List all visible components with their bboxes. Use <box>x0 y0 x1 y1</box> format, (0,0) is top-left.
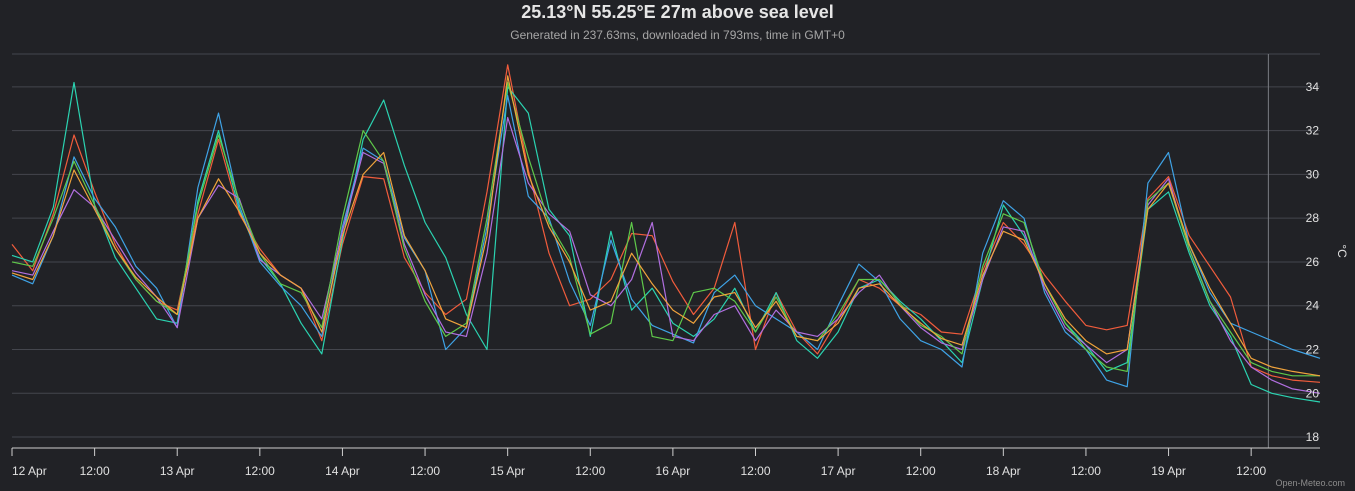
x-tick-label: 12:00 <box>1236 464 1266 478</box>
x-tick-label: 12 Apr <box>12 464 47 478</box>
y-tick-label: 28 <box>1306 211 1320 225</box>
x-tick-label: 12:00 <box>575 464 605 478</box>
y-tick-label: 26 <box>1306 255 1320 269</box>
x-axis-ticks: 12 Apr 12:00 13 Apr 12:00 14 Apr 12:00 15 Apr 1… <box>11 448 1266 478</box>
y-tick-label: 32 <box>1306 124 1320 138</box>
x-tick-label: 16 Apr <box>656 464 691 478</box>
x-tick-label: 12:00 <box>740 464 770 478</box>
x-tick-label: 12:00 <box>410 464 440 478</box>
y-axis-unit-label: °C <box>1335 244 1349 258</box>
y-tick-label: 20 <box>1306 386 1320 400</box>
series-line-6 <box>11 75 1321 377</box>
x-tick-label: 19 Apr <box>1151 464 1186 478</box>
credit-link[interactable]: Open-Meteo.com <box>1275 478 1345 488</box>
chart-title: 25.13°N 55.25°E 27m above sea level <box>521 2 834 22</box>
x-tick-label: 14 Apr <box>325 464 360 478</box>
y-tick-label: 34 <box>1306 80 1320 94</box>
x-tick-label: 18 Apr <box>986 464 1021 478</box>
y-tick-label: 18 <box>1306 430 1320 444</box>
series-line-4 <box>11 116 1321 394</box>
series-line-1 <box>11 64 1321 383</box>
y-tick-label: 24 <box>1306 299 1320 313</box>
x-tick-label: 13 Apr <box>160 464 195 478</box>
chart-series-group <box>11 64 1321 403</box>
x-tick-label: 12:00 <box>245 464 275 478</box>
series-line-5 <box>11 81 1320 377</box>
x-tick-label: 12:00 <box>906 464 936 478</box>
x-tick-label: 15 Apr <box>490 464 525 478</box>
y-axis-ticks: 18 20 22 24 26 28 30 32 34 <box>1306 80 1320 444</box>
x-tick-label: 17 Apr <box>821 464 856 478</box>
x-tick-label: 12:00 <box>1071 464 1101 478</box>
chart-subtitle: Generated in 237.63ms, downloaded in 793… <box>510 28 845 42</box>
chart-grid <box>12 53 1320 438</box>
y-tick-label: 30 <box>1306 167 1320 181</box>
y-tick-label: 22 <box>1306 343 1320 357</box>
series-line-3 <box>11 94 1321 388</box>
x-tick-label: 12:00 <box>80 464 110 478</box>
